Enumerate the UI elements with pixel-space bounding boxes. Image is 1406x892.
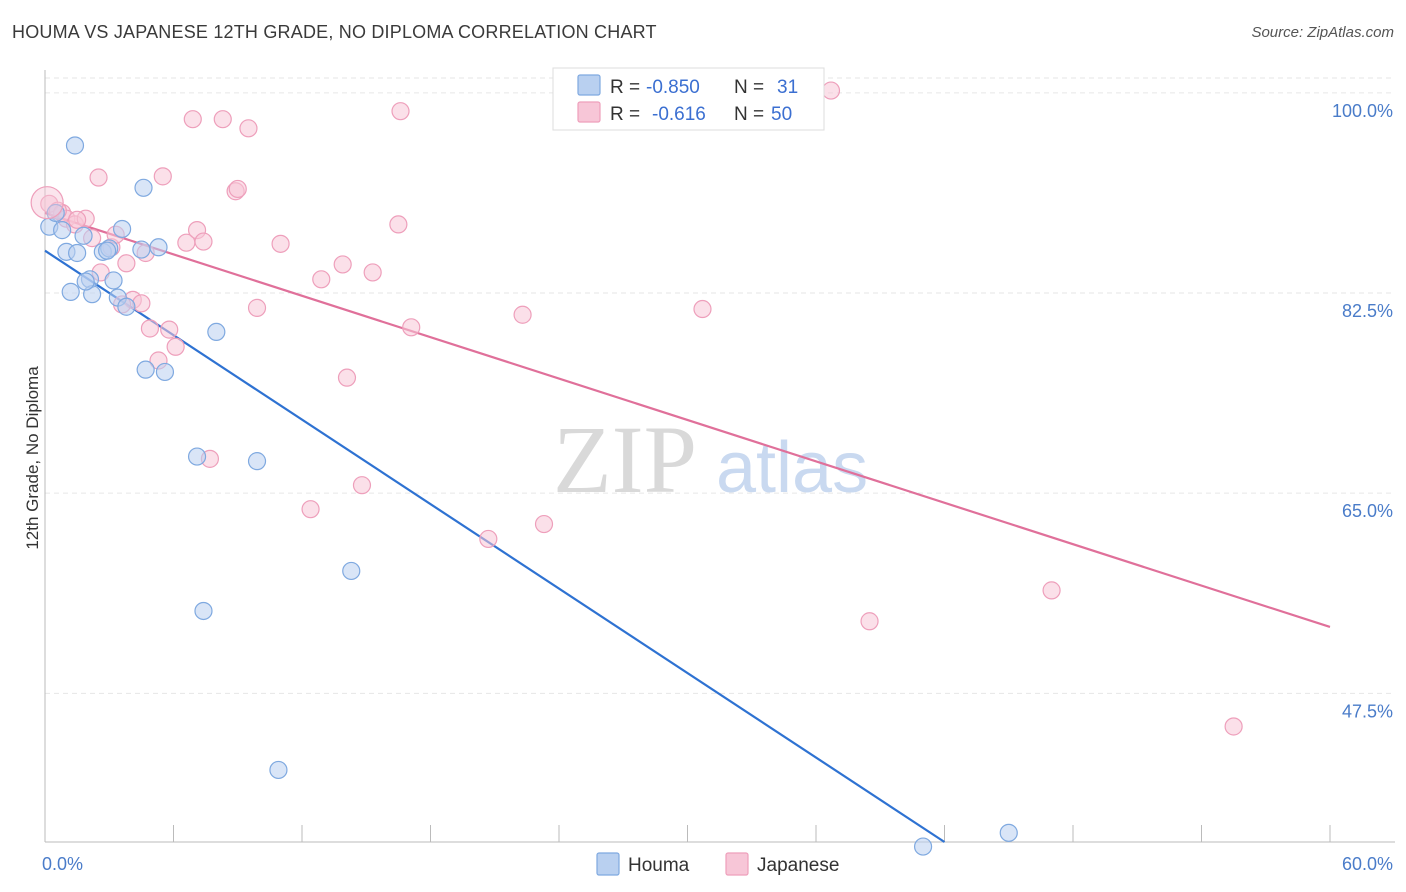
legend-r-label-houma: R = xyxy=(610,77,640,98)
legend-n-value-japanese: 50 xyxy=(771,104,792,125)
point-houma xyxy=(194,601,213,621)
point-houma xyxy=(117,297,136,316)
point-houma xyxy=(104,271,123,290)
point-japanese xyxy=(194,232,213,251)
point-japanese xyxy=(333,255,352,274)
legend-r-value-japanese: -0.616 xyxy=(652,104,706,125)
point-houma xyxy=(913,837,933,856)
x-tick-label-max: 60.0% xyxy=(1342,854,1393,874)
point-houma xyxy=(68,243,87,263)
point-japanese xyxy=(402,318,421,337)
legend-r-value-houma: -0.850 xyxy=(646,77,700,98)
trend-line-japanese xyxy=(44,211,1331,629)
point-houma xyxy=(65,136,85,155)
point-japanese xyxy=(160,320,179,339)
x-tick-label-min: 0.0% xyxy=(42,854,83,874)
data-points xyxy=(30,81,1243,856)
point-japanese xyxy=(117,254,136,273)
point-japanese xyxy=(693,299,712,319)
chart-title: HOUMA VS JAPANESE 12TH GRADE, NO DIPLOMA… xyxy=(12,22,657,42)
point-japanese xyxy=(352,476,372,495)
legend-n-value-houma: 31 xyxy=(777,77,798,98)
point-houma xyxy=(136,360,155,379)
legend-swatch-japanese xyxy=(577,101,601,123)
point-japanese xyxy=(140,319,160,338)
y-tick-label: 82.5% xyxy=(1342,301,1393,321)
bottom-legend-swatch-japanese xyxy=(725,852,749,876)
y-tick-label: 47.5% xyxy=(1342,701,1393,721)
point-japanese xyxy=(183,110,202,129)
point-japanese xyxy=(821,81,841,100)
point-japanese xyxy=(301,500,320,519)
point-japanese xyxy=(239,119,258,138)
point-houma xyxy=(74,226,93,245)
legend-n-label-japanese: N = xyxy=(734,104,764,125)
point-houma xyxy=(999,823,1018,842)
point-japanese xyxy=(89,168,108,187)
bottom-legend-label-houma: Houma xyxy=(628,855,690,876)
correlation-legend: R = -0.850 N = 31 R = -0.616 N = 50 xyxy=(552,67,825,131)
point-japanese xyxy=(860,612,879,631)
y-tick-label: 100.0% xyxy=(1332,101,1393,121)
series-legend: Houma Japanese xyxy=(596,852,839,876)
point-houma xyxy=(342,561,361,581)
point-houma xyxy=(112,219,132,239)
point-houma xyxy=(149,238,168,257)
point-houma xyxy=(53,221,72,240)
point-houma xyxy=(98,241,117,260)
point-japanese xyxy=(68,210,87,229)
point-houma xyxy=(134,178,153,197)
watermark: ZIP atlas xyxy=(553,406,868,513)
point-japanese xyxy=(1042,581,1061,600)
point-japanese-cluster xyxy=(30,186,64,220)
point-houma xyxy=(247,452,267,471)
point-japanese xyxy=(479,529,498,549)
point-japanese xyxy=(1224,717,1243,736)
point-japanese xyxy=(534,514,554,534)
point-japanese xyxy=(312,270,331,289)
point-japanese xyxy=(132,294,151,313)
point-houma xyxy=(61,282,80,301)
point-houma xyxy=(132,240,151,259)
legend-swatch-houma xyxy=(577,74,601,96)
point-japanese xyxy=(389,215,408,234)
point-houma xyxy=(76,272,95,291)
bottom-legend-swatch-houma xyxy=(596,852,620,876)
y-tick-label: 65.0% xyxy=(1342,501,1393,521)
point-japanese xyxy=(513,305,532,324)
point-japanese xyxy=(153,167,172,186)
point-houma xyxy=(46,203,65,223)
point-houma xyxy=(187,447,207,466)
trend-line-houma xyxy=(44,249,946,843)
point-japanese xyxy=(271,234,290,253)
axes: 47.5% 65.0% 82.5% 100.0% 0.0% 60.0% xyxy=(42,70,1395,874)
point-japanese xyxy=(166,337,185,356)
trend-lines xyxy=(44,211,1331,843)
point-japanese xyxy=(363,263,382,282)
gridlines xyxy=(45,77,1395,694)
chart-source: Source: ZipAtlas.com xyxy=(1251,24,1394,41)
point-japanese xyxy=(247,298,267,317)
point-japanese xyxy=(228,179,247,199)
bottom-legend-label-japanese: Japanese xyxy=(757,855,839,876)
y-axis-title: 12th Grade, No Diploma xyxy=(23,366,42,550)
point-japanese xyxy=(213,110,232,129)
point-japanese xyxy=(391,102,410,121)
legend-n-label-houma: N = xyxy=(734,77,764,98)
watermark-zip: ZIP xyxy=(553,406,697,513)
point-japanese xyxy=(337,368,357,387)
legend-r-label-japanese: R = xyxy=(610,104,640,125)
point-houma xyxy=(207,322,226,342)
point-houma xyxy=(269,760,288,780)
watermark-atlas: atlas xyxy=(716,428,868,508)
point-houma xyxy=(155,362,175,382)
